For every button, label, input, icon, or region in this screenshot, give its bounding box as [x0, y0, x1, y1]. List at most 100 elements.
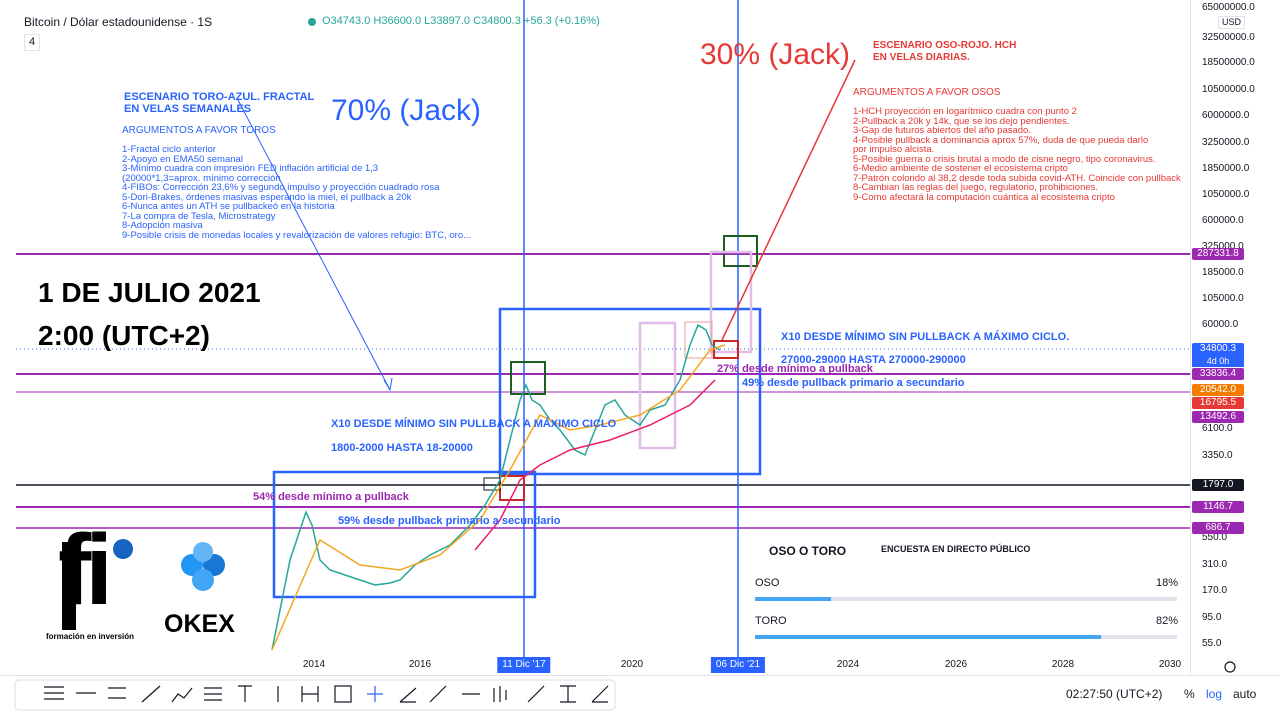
y-tick-label: 170.0: [1202, 585, 1228, 596]
toro-arg: (20000*1,3=aprox. mínimo corrección: [122, 172, 281, 184]
y-tick-label: 18500000.0: [1202, 57, 1255, 68]
tool-icon[interactable]: [560, 685, 576, 703]
ohlc-change: +56.3 (+0.16%): [523, 15, 600, 27]
arrow-line: [721, 59, 856, 341]
ohlc-value: C34800.3: [473, 15, 521, 27]
y-tick-label: 60000.0: [1202, 319, 1239, 330]
price-badge: 20542.0: [1192, 384, 1244, 396]
currency[interactable]: USD: [1218, 16, 1246, 29]
date-day: 1 DE JULIO 2021: [38, 277, 261, 308]
tool-icon[interactable]: [301, 686, 319, 702]
toolbar: [14, 679, 616, 711]
okex-logo-dot: [192, 569, 214, 591]
price-badge: 13492.6: [1192, 411, 1244, 423]
tool-icon[interactable]: [334, 685, 352, 703]
x-tick-label: 2030: [1158, 659, 1182, 670]
tool-icon[interactable]: [141, 685, 161, 703]
poll-bar: [755, 597, 831, 601]
tool-icon[interactable]: [238, 685, 252, 702]
price-badge: 1797.0: [1192, 479, 1244, 491]
x-tick-label: 2026: [944, 659, 968, 670]
toolbar-icons: [14, 661, 1236, 711]
toro-arg: 7-La compra de Tesla, Microstrategy: [122, 210, 276, 222]
toro-args-title: ARGUMENTOS A FAVOR TOROS: [122, 125, 276, 136]
price-badge: 34800.3: [1192, 343, 1244, 357]
indicator-count[interactable]: 4: [24, 34, 41, 51]
toro-arg: 5-Dori-Brakes, órdenes masivas esperando…: [122, 191, 412, 203]
oso-arg: 5-Posible guerra o crisis brutal a modo …: [853, 153, 1156, 165]
fi-caption: formación en inversión: [46, 632, 135, 641]
toro-arg: 9-Posible crisis de monedas locales y re…: [122, 229, 472, 241]
y-tick-label: 105000.0: [1202, 293, 1244, 304]
toro-arg: 1-Fractal ciclo anterior: [122, 144, 216, 155]
oso-probability: 30% (Jack): [700, 38, 851, 71]
oso-arg: 3-Gap de futuros abiertos del año pasado…: [853, 125, 1031, 136]
note: 59% desde pullback primario a secundario: [338, 515, 561, 527]
x-tick-label: 2014: [302, 659, 326, 670]
settings-icon[interactable]: [1224, 661, 1236, 673]
auto-toggle[interactable]: auto: [1233, 687, 1257, 701]
okex-logo-dot: [193, 542, 213, 562]
price-badge: 33836.4: [1192, 368, 1244, 380]
toro-arg: 2-Apoyo en EMA50 semanal: [122, 153, 243, 165]
oso-arg: 4-Posible pullback a dominancia aprox 57…: [853, 134, 1149, 146]
date-time: 2:00 (UTC+2): [38, 320, 210, 351]
price-badge: 686.7: [1192, 522, 1244, 534]
tool-icon[interactable]: [493, 686, 507, 702]
tool-icon[interactable]: [108, 687, 126, 699]
tool-icon[interactable]: [429, 685, 447, 703]
note: 49% desde pullback primario a secundario: [742, 377, 965, 389]
tool-icon[interactable]: [44, 686, 64, 700]
y-tick-label: 310.0: [1202, 559, 1228, 570]
ema-line: [271, 344, 726, 651]
symbol-title[interactable]: Bitcoin / Dólar estadounidense · 1S: [24, 15, 213, 29]
arrow-head: [383, 377, 393, 392]
note: X10 DESDE MÍNIMO SIN PULLBACK A MÁXIMO C…: [331, 418, 617, 430]
cycle-box: [272, 470, 537, 599]
tool-icon[interactable]: [171, 687, 193, 703]
green-box: [510, 361, 546, 395]
y-tick-label: 550.0: [1202, 532, 1228, 543]
oso-arg: por impulso alcista.: [853, 144, 935, 155]
note: 27% desde mínimo a pullback: [717, 363, 873, 375]
okex-logo: OKEX: [164, 610, 235, 638]
ohlc-value: L33897.0: [424, 15, 471, 27]
toolbar-border: [0, 675, 1280, 676]
y-tick-label: 325000.0: [1202, 241, 1244, 252]
poll-percent: 18%: [1156, 577, 1179, 589]
tool-icon[interactable]: [399, 687, 417, 703]
y-tick-label: 3350.0: [1202, 450, 1233, 461]
price-badge: 287331.8: [1192, 248, 1244, 260]
tool-icon[interactable]: [204, 687, 222, 701]
percent-toggle[interactable]: %: [1184, 687, 1195, 701]
price-series: [271, 323, 721, 651]
price-badge: 16795.5: [1192, 397, 1244, 409]
poll-title: OSO O TORO: [769, 544, 847, 558]
ohlc-value: H36600.0: [373, 15, 422, 27]
pink-box: [709, 250, 753, 354]
red-box: [713, 340, 739, 359]
log-toggle[interactable]: log: [1206, 687, 1223, 701]
y-tick-label: 6100.0: [1202, 423, 1233, 434]
x-tick-label: 2020: [620, 659, 644, 670]
toro-arg: 3-Mínimo cuadra con impresión FED inflac…: [122, 163, 379, 174]
poll-percent: 82%: [1156, 615, 1179, 627]
ma-line: [474, 379, 716, 551]
axis-border: [1190, 0, 1191, 675]
poll-subtitle: ENCUESTA EN DIRECTO PÚBLICO: [881, 544, 1031, 554]
oso-arg: 7-Patrón colorido al 38,2 desde toda sub…: [853, 172, 1181, 184]
poll-track: [755, 597, 1177, 601]
x-tick-label: 2024: [836, 659, 860, 670]
x-tick-label: 2028: [1051, 659, 1075, 670]
y-tick-label: 1850000.0: [1202, 163, 1250, 174]
note: 1800-2000 HASTA 18-20000: [331, 442, 473, 454]
tool-icon[interactable]: [367, 686, 383, 702]
tool-icon[interactable]: [591, 685, 609, 703]
y-tick-label: 10500000.0: [1202, 84, 1255, 95]
pink-box: [638, 321, 677, 450]
cycle-box: [498, 307, 762, 476]
toro-arg: 4-FIBOs: Corrección 23,6% y segundo impu…: [122, 182, 440, 193]
tool-icon[interactable]: [527, 685, 545, 703]
